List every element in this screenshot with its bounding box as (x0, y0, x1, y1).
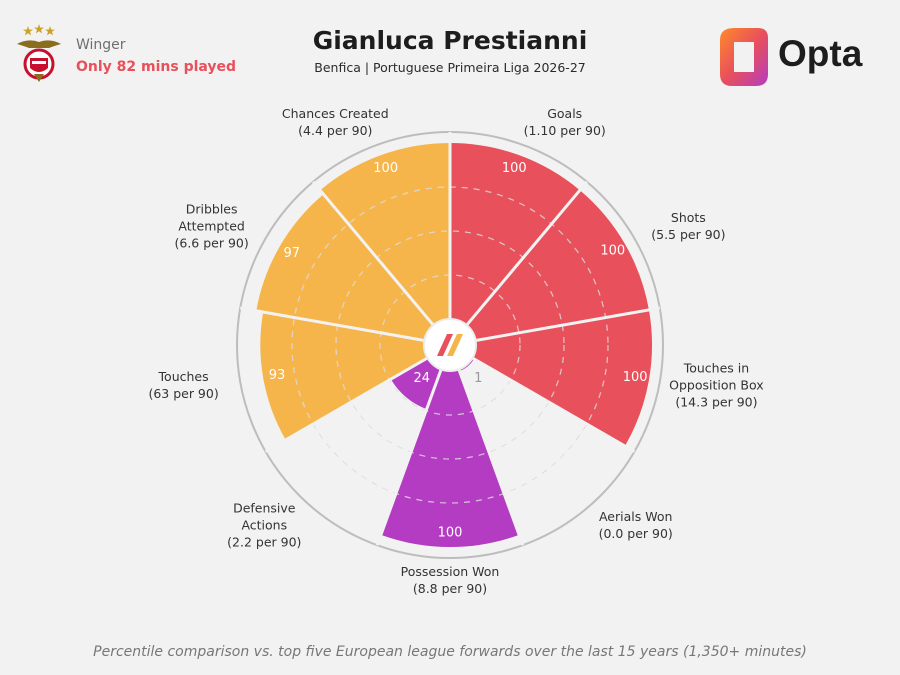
slice-divider (375, 368, 443, 546)
category-label: Dribbles Attempted (6.6 per 90) (174, 202, 248, 251)
opta-mark-icon (437, 334, 463, 356)
slice-divider (264, 356, 429, 453)
slice-divider (457, 368, 525, 546)
chart-title: Gianluca Prestianni (312, 26, 588, 55)
opta-brand: Opta (718, 26, 868, 88)
slice-value-label: 100 (623, 370, 648, 385)
category-label: Shots (5.5 per 90) (651, 210, 725, 242)
player-role: Winger (76, 37, 126, 53)
slice-divider (239, 306, 425, 342)
slice-value-label: 1 (474, 371, 482, 386)
pizza-slice (472, 309, 652, 446)
guide-ring-shadow (335, 230, 565, 460)
club-crest (14, 24, 64, 86)
category-label: Goals (1.10 per 90) (524, 106, 606, 138)
pizza-slice (390, 358, 442, 410)
slice-value-label: 97 (283, 246, 300, 261)
pizza-slice (320, 143, 450, 326)
slice-divider (465, 180, 589, 327)
slice-value-label: 100 (373, 161, 398, 176)
category-label: Possession Won (8.8 per 90) (401, 564, 500, 596)
opta-wordmark: Opta (778, 33, 863, 74)
pizza-slice (260, 312, 428, 440)
opta-logo-icon (720, 28, 768, 86)
center-hub (423, 318, 477, 372)
slice-value-label: 93 (269, 368, 286, 383)
pizza-slice (450, 143, 580, 326)
slice-divider (471, 356, 636, 453)
category-label: Defensive Actions (2.2 per 90) (227, 500, 301, 549)
footnote: Percentile comparison vs. top five Europ… (93, 644, 807, 660)
pizza-slice (256, 194, 434, 341)
crest-stars-icon (23, 24, 55, 36)
category-label: Touches (63 per 90) (148, 369, 218, 401)
slice-value-label: 100 (600, 244, 625, 259)
slice-value-label: 24 (413, 371, 430, 386)
slice-value-label: 100 (438, 526, 463, 541)
category-label: Aerials Won (0.0 per 90) (599, 509, 673, 541)
guide-ring (335, 230, 565, 460)
pizza-slice (380, 369, 520, 548)
minutes-played-note: Only 82 mins played (76, 59, 237, 75)
chart-subtitle: Benfica | Portuguese Primeira Liga 2026-… (314, 60, 586, 75)
category-label: Touches in Opposition Box (14.3 per 90) (669, 360, 764, 409)
slice-divider (311, 180, 435, 327)
slice-divider (475, 306, 661, 342)
slice-value-label: 100 (502, 161, 527, 176)
category-label: Chances Created (4.4 per 90) (282, 106, 389, 138)
pizza-slice (466, 190, 649, 341)
